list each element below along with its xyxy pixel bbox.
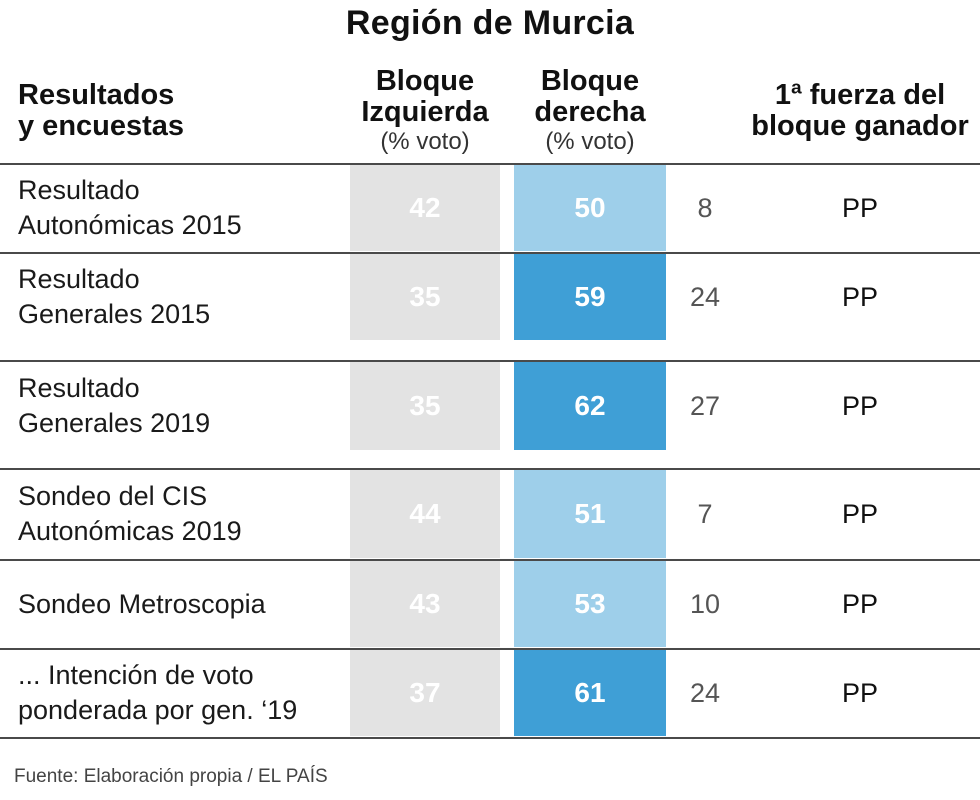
right-block-value: 62 bbox=[514, 362, 666, 450]
row-label-line: Resultado bbox=[18, 373, 140, 403]
row-divider bbox=[0, 559, 980, 561]
left-block-value: 43 bbox=[350, 561, 500, 647]
row-label-line: ... Intención de voto bbox=[18, 660, 254, 690]
table-row: ... Intención de voto ponderada por gen. … bbox=[0, 648, 980, 736]
row-divider bbox=[0, 737, 980, 739]
header-left-unit: (% voto) bbox=[380, 128, 470, 155]
block-difference: 27 bbox=[689, 391, 721, 421]
winning-party: PP bbox=[841, 391, 879, 421]
row-label: Sondeo del CIS Autonómicas 2019 bbox=[18, 479, 242, 549]
right-block-value: 53 bbox=[514, 561, 666, 647]
table-row: Resultado Autonómicas 2015 42 50 8 PP bbox=[0, 163, 980, 251]
row-divider bbox=[0, 360, 980, 362]
right-block-value: 51 bbox=[514, 470, 666, 558]
row-label: Resultado Autonómicas 2015 bbox=[18, 173, 242, 243]
header-left-line-1: Bloque bbox=[375, 65, 475, 97]
right-block-value: 59 bbox=[514, 254, 666, 340]
row-label-line: Autonómicas 2019 bbox=[18, 516, 242, 546]
table-bottom-rule bbox=[0, 737, 980, 739]
row-divider bbox=[0, 648, 980, 650]
winning-party: PP bbox=[841, 193, 879, 223]
left-block-value: 35 bbox=[350, 254, 500, 340]
header-winner: 1ª fuerza del bloque ganador bbox=[740, 80, 980, 142]
chart-title: Región de Murcia bbox=[345, 4, 635, 42]
source-note: Fuente: Elaboración propia / EL PAÍS bbox=[14, 766, 328, 787]
row-label-line: Resultado bbox=[18, 175, 140, 205]
block-difference: 10 bbox=[689, 589, 721, 619]
header-right-line-2: derecha bbox=[534, 96, 646, 128]
right-block-value: 50 bbox=[514, 165, 666, 251]
row-label-line: Sondeo del CIS bbox=[18, 481, 208, 511]
left-block-value: 37 bbox=[350, 650, 500, 736]
row-divider bbox=[0, 252, 980, 254]
row-label: Sondeo Metroscopia bbox=[18, 587, 266, 622]
row-label-line: Sondeo Metroscopia bbox=[18, 589, 266, 619]
table-row: Resultado Generales 2019 35 62 27 PP bbox=[0, 360, 980, 450]
header-label-line-1: Resultados bbox=[18, 79, 175, 111]
block-difference: 8 bbox=[697, 193, 713, 223]
row-divider bbox=[0, 468, 980, 470]
table-row: Resultado Generales 2015 35 59 24 PP bbox=[0, 252, 980, 340]
header-winner-line-2: bloque ganador bbox=[751, 110, 969, 142]
table-row: Sondeo Metroscopia 43 53 10 PP bbox=[0, 559, 980, 647]
row-label: Resultado Generales 2015 bbox=[18, 262, 210, 332]
row-label: ... Intención de voto ponderada por gen. … bbox=[18, 658, 297, 728]
left-block-value: 44 bbox=[350, 470, 500, 558]
block-difference: 24 bbox=[689, 282, 721, 312]
header-right-line-1: Bloque bbox=[540, 65, 640, 97]
winning-party: PP bbox=[841, 589, 879, 619]
header-winner-line-1: 1ª fuerza del bbox=[774, 79, 946, 111]
header-label-line-2: y encuestas bbox=[18, 110, 185, 142]
row-label-line: Autonómicas 2015 bbox=[18, 210, 242, 240]
row-label-line: Generales 2015 bbox=[18, 299, 211, 329]
left-block-value: 42 bbox=[350, 165, 500, 251]
table-row: Sondeo del CIS Autonómicas 2019 44 51 7 PP bbox=[0, 468, 980, 558]
block-difference: 24 bbox=[689, 678, 721, 708]
header-results-surveys: Resultados y encuestas bbox=[18, 80, 338, 142]
header-left-line-2: Izquierda bbox=[361, 96, 489, 128]
row-label-line: ponderada por gen. ‘19 bbox=[18, 695, 298, 725]
row-label-line: Generales 2019 bbox=[18, 408, 211, 438]
header-right-unit: (% voto) bbox=[545, 128, 635, 155]
right-block-value: 61 bbox=[514, 650, 666, 736]
row-divider bbox=[0, 163, 980, 165]
header-left-block: Bloque Izquierda (% voto) bbox=[350, 66, 500, 156]
row-label-line: Resultado bbox=[18, 264, 140, 294]
header-right-block: Bloque derecha (% voto) bbox=[514, 66, 666, 156]
row-label: Resultado Generales 2019 bbox=[18, 371, 210, 441]
block-difference: 7 bbox=[697, 499, 713, 529]
winning-party: PP bbox=[841, 282, 879, 312]
winning-party: PP bbox=[841, 499, 879, 529]
winning-party: PP bbox=[841, 678, 879, 708]
left-block-value: 35 bbox=[350, 362, 500, 450]
